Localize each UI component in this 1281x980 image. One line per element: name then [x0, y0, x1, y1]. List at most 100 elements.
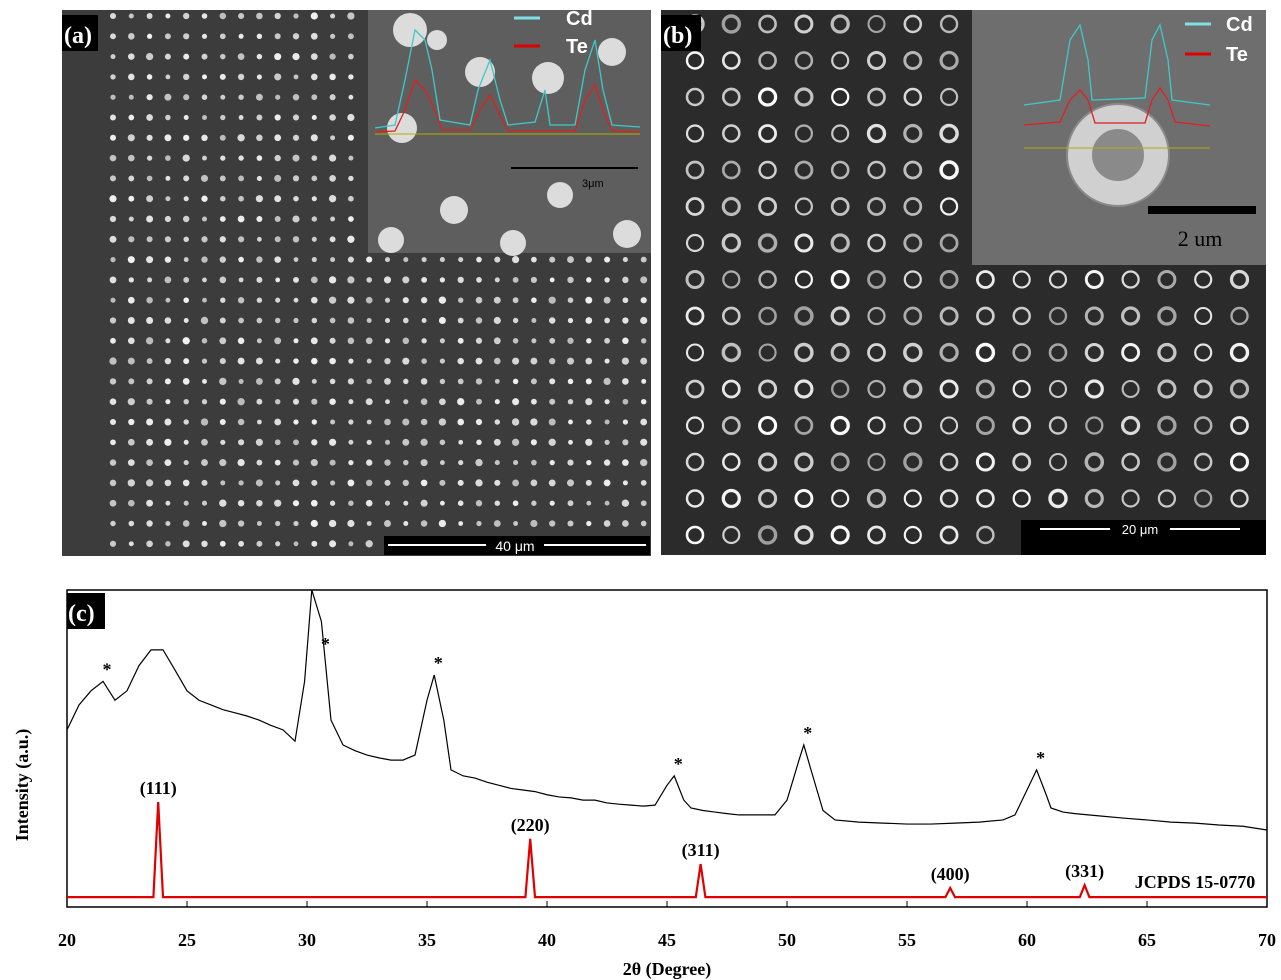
dot — [329, 378, 336, 385]
dot — [146, 195, 154, 203]
dot — [310, 499, 318, 507]
dot — [164, 357, 172, 365]
dot — [200, 174, 209, 182]
dot — [128, 277, 134, 283]
dot — [438, 418, 447, 426]
dot — [220, 114, 226, 121]
panel-label: (c) — [68, 601, 95, 627]
dot — [293, 195, 299, 202]
dot — [420, 398, 428, 405]
dot — [494, 256, 501, 263]
dot — [256, 12, 263, 20]
dot — [146, 358, 153, 365]
asterisk: * — [434, 653, 443, 673]
ring — [722, 270, 741, 289]
dot — [621, 499, 630, 507]
dot — [366, 521, 372, 526]
dot — [293, 439, 299, 446]
dot — [384, 479, 391, 486]
dot — [310, 296, 318, 304]
ring — [757, 525, 778, 545]
asterisk: * — [103, 659, 112, 679]
dot — [568, 439, 573, 445]
dot — [292, 52, 300, 61]
dot — [622, 257, 628, 263]
dot — [292, 154, 300, 162]
dot — [256, 499, 263, 507]
dot — [146, 134, 153, 141]
dot — [183, 276, 190, 283]
ring — [1012, 416, 1032, 435]
dot — [348, 439, 354, 445]
dot — [219, 358, 226, 365]
dot — [530, 357, 538, 365]
dot — [292, 236, 300, 243]
dot — [512, 500, 519, 507]
ring — [1229, 269, 1250, 290]
dot — [183, 439, 189, 445]
dot — [164, 53, 171, 60]
dot — [439, 439, 446, 446]
dot — [182, 540, 190, 548]
dot — [512, 338, 519, 344]
ring — [794, 416, 814, 435]
dot — [476, 256, 482, 263]
ring — [794, 525, 814, 545]
dot — [109, 215, 117, 223]
dot — [146, 94, 153, 101]
dot — [493, 438, 501, 446]
dot — [640, 398, 647, 405]
dot — [238, 115, 244, 120]
series-line — [67, 590, 1267, 831]
dot — [311, 479, 318, 486]
dot — [348, 459, 354, 466]
panel-label: (b) — [663, 23, 692, 49]
dot — [164, 418, 172, 426]
dot — [458, 439, 464, 445]
dot — [329, 73, 336, 81]
dot — [292, 398, 300, 405]
x-tick-label: 45 — [658, 930, 676, 950]
ring — [721, 416, 741, 435]
label-bg — [62, 15, 98, 51]
ring — [866, 488, 887, 509]
peak-label: (111) — [140, 778, 177, 799]
ring — [903, 452, 923, 472]
dot — [220, 94, 226, 100]
ring — [831, 51, 850, 70]
dot — [219, 519, 227, 528]
dot — [348, 74, 354, 80]
x-tick-label: 30 — [298, 930, 316, 950]
dot — [128, 114, 135, 121]
dot — [127, 459, 135, 467]
dot — [475, 479, 483, 487]
dot — [110, 114, 116, 121]
dot — [640, 500, 647, 507]
dot — [109, 540, 117, 547]
dot — [402, 337, 410, 345]
dot — [511, 418, 520, 426]
dot — [348, 195, 354, 202]
dot — [457, 317, 464, 324]
dot — [127, 337, 135, 345]
dot — [622, 317, 629, 324]
ring — [867, 197, 886, 216]
dot — [164, 256, 172, 263]
dot — [402, 276, 410, 284]
dot — [256, 398, 263, 405]
dot — [347, 12, 355, 20]
dot — [494, 419, 501, 425]
dot — [109, 12, 117, 20]
dot — [457, 500, 464, 507]
x-tick-label: 70 — [1258, 930, 1276, 950]
ring — [722, 525, 741, 545]
ring — [685, 87, 705, 107]
dot — [402, 438, 410, 446]
dot — [403, 257, 409, 263]
dot — [127, 317, 135, 324]
ring — [721, 14, 742, 34]
dot — [165, 399, 171, 405]
ring — [685, 379, 705, 399]
legend-label: Cd — [1226, 14, 1253, 36]
dot — [201, 399, 208, 405]
